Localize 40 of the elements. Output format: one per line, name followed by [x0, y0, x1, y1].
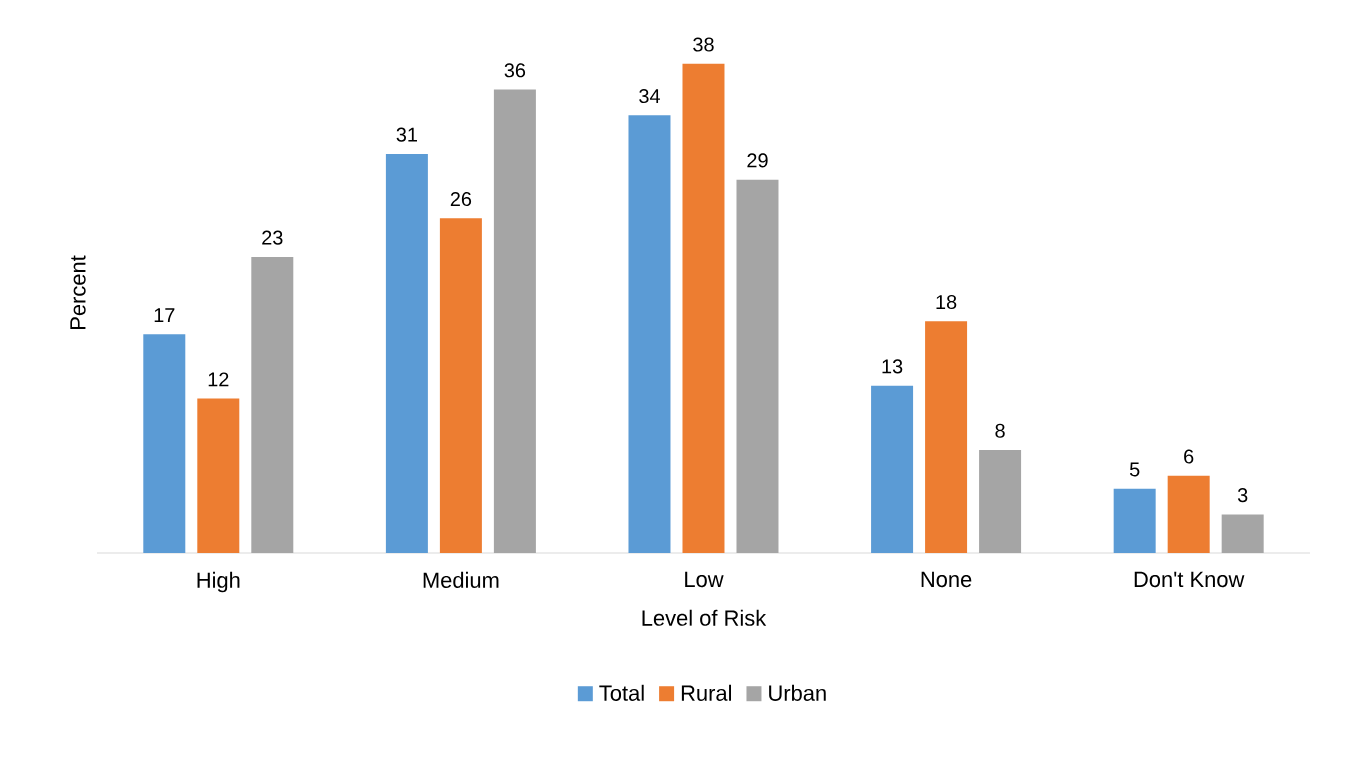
bar: [1221, 514, 1264, 553]
data-label: 29: [747, 153, 768, 168]
bar: [925, 321, 968, 553]
y-axis-title: Percent: [70, 255, 86, 329]
bar: [143, 334, 186, 553]
legend-label: Total: [599, 684, 644, 701]
bar: [439, 218, 482, 553]
data-label: 8: [995, 423, 1005, 438]
data-label: 38: [693, 37, 714, 52]
bar: [682, 63, 725, 553]
data-label: 23: [262, 230, 283, 245]
bar: [979, 450, 1022, 553]
legend-label: Urban: [769, 684, 826, 701]
x-tick-label: Low: [685, 571, 724, 588]
data-label: 26: [450, 191, 472, 207]
bar: [736, 179, 779, 553]
data-label: 18: [936, 294, 957, 310]
legend-label: Rural: [681, 684, 731, 701]
data-label: 5: [1129, 462, 1140, 477]
data-label: 13: [882, 359, 903, 374]
bar: [385, 153, 428, 553]
bar: [251, 256, 294, 553]
bar: [1113, 488, 1156, 553]
bar: [493, 89, 536, 553]
x-tick-label: High: [197, 571, 240, 593]
data-label: 3: [1237, 488, 1248, 503]
data-label: 6: [1184, 449, 1194, 464]
x-tick-label: None: [921, 571, 972, 588]
data-label: 36: [504, 63, 526, 78]
data-label: 34: [639, 89, 660, 104]
x-tick-label: Don't Know: [1134, 571, 1245, 588]
x-axis-title: Level of Risk: [642, 609, 767, 626]
data-label: 12: [208, 372, 229, 387]
x-tick-label: Medium: [423, 571, 499, 588]
bar: [197, 398, 240, 553]
bar: [628, 115, 671, 553]
data-label: 17: [154, 308, 175, 322]
data-label: 31: [396, 127, 417, 142]
bar: [871, 385, 914, 553]
bar: [1167, 475, 1210, 553]
